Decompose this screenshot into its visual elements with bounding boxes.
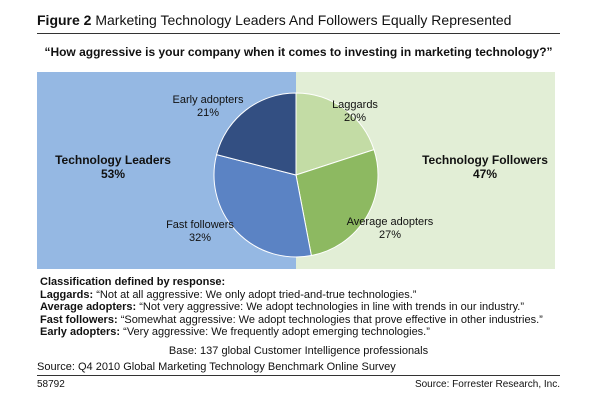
classification-row-average: Average adopters: “Not very aggressive: … [40, 301, 560, 314]
slice-value: 32% [189, 232, 211, 244]
followers-label-text: Technology Followers [422, 153, 548, 167]
followers-value: 47% [472, 167, 498, 181]
slice-label: Early adopters [173, 94, 244, 106]
leaders-value: 53% [100, 167, 126, 181]
classification-term: Fast followers: [40, 313, 118, 326]
classification-block: Classification defined by response: Lagg… [40, 276, 560, 339]
classification-text: “Very aggressive: We frequently adopt em… [123, 326, 430, 338]
classification-text: “Not at all aggressive: We only adopt tr… [96, 288, 417, 301]
classification-text: “Somewhat aggressive: We adopt technolog… [120, 313, 543, 326]
slice-label: Fast followers [166, 219, 234, 231]
classification-heading: Classification defined by response: [40, 276, 226, 288]
leaders-label: Technology Leaders 53% [48, 153, 178, 181]
figure-label: Figure 2 [37, 12, 92, 28]
pie-slice-early-adopters [215, 92, 297, 176]
slice-value: 27% [379, 229, 401, 241]
slice-value: 20% [344, 112, 366, 124]
footer-rule [37, 375, 560, 376]
pie-slice-average-adopters [295, 149, 379, 257]
source-note: Source: Q4 2010 Global Marketing Technol… [37, 361, 396, 373]
classification-row-fast: Fast followers: “Somewhat aggressive: We… [40, 314, 560, 327]
classification-row-laggards: Laggards: “Not at all aggressive: We onl… [40, 289, 560, 302]
figure-id: 58792 [37, 379, 65, 390]
classification-term: Average adopters: [40, 301, 137, 313]
pie-slice-fast-followers [213, 153, 312, 258]
followers-label: Technology Followers 47% [410, 153, 560, 181]
figure-title-text: Marketing Technology Leaders And Followe… [95, 12, 512, 28]
survey-question: “How aggressive is your company when it … [44, 45, 553, 59]
source-credit: Source: Forrester Research, Inc. [414, 379, 560, 390]
leaders-label-text: Technology Leaders [55, 153, 171, 167]
figure-header: Figure 2 Marketing Technology Leaders An… [37, 8, 560, 34]
base-note: Base: 137 global Customer Intelligence p… [168, 345, 429, 357]
classification-text: “Not very aggressive: We adopt technolog… [139, 301, 525, 313]
figure-title: Figure 2 Marketing Technology Leaders An… [37, 12, 511, 28]
header-rule [37, 33, 560, 34]
classification-term: Early adopters: [40, 326, 121, 338]
slice-value: 21% [197, 107, 219, 119]
pie-slice-laggards [295, 92, 375, 176]
slice-label: Average adopters [347, 216, 434, 228]
classification-term: Laggards: [40, 288, 94, 301]
slice-label: Laggards [332, 99, 378, 111]
classification-row-early: Early adopters: “Very aggressive: We fre… [40, 326, 560, 339]
